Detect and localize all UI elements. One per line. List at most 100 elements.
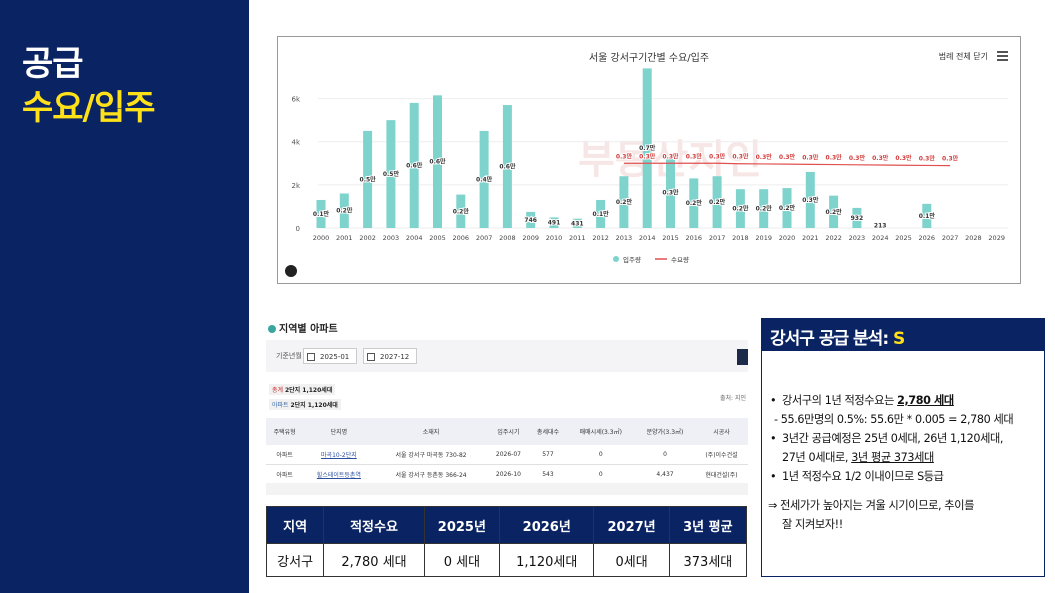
analysis-line: 1년 적정수요 1/2 이내이므로 S등급 [768,467,1040,486]
x-tick-label: 2013 [616,234,633,242]
column-header: 주택유형 [266,418,304,445]
date-to-input[interactable]: 2027-12 [363,348,417,364]
location-icon [268,325,276,333]
bar-data-label: 0.5만 [383,170,400,178]
bar [875,223,885,228]
table-header-row: 주택유형 단지명 소재지 입주시기 총세대수 매매시세(3.3㎡) 분양가(3.… [266,418,748,445]
table-cell: 현대건설(주) [694,464,748,485]
table-cell: 0 [566,445,636,465]
bar [642,68,652,228]
bar-data-label: 0.2만 [732,205,749,213]
line-data-label: 0.3만 [779,153,796,161]
summary-header: 2026년 [499,506,595,544]
bar-data-label: 0.2만 [826,208,843,216]
table-cell: 0 [566,464,636,485]
bar-data-label: 0.2만 [709,198,726,206]
bar [363,130,373,228]
x-tick-label: 2005 [429,234,446,242]
x-tick-label: 2004 [406,234,423,242]
bar [479,130,489,228]
bar [735,189,745,228]
analysis-header: 강서구 공급 분석: S [762,319,1044,351]
x-tick-label: 2006 [453,234,470,242]
analysis-line: - 55.6만명의 0.5%: 55.6만 * 0.005 = 2,780 세대 [774,413,1014,426]
horizontal-scrollbar[interactable] [266,483,748,495]
summary-header: 3년 평균 [668,506,748,544]
bar [502,105,512,228]
summary-header-row: 지역 적정수요 2025년 2026년 2027년 3년 평균 [265,506,748,544]
bar [386,120,396,228]
line-data-label: 0.3만 [686,152,703,160]
bar-data-label: 932 [851,215,864,222]
summary-cell: 373세대 [668,543,748,577]
sidebar: 공급 수요/입주 [0,0,249,593]
summary-cell: 강서구 [265,543,325,577]
date-from-input[interactable]: 2025-01 [303,348,357,364]
table-cell: 서울 강서구 마곡동 730-82 [374,445,488,465]
bar-data-label: 0.1만 [919,212,936,220]
analysis-line: 3년간 공급예정은 25년 0세대, 26년 1,120세대, [768,429,1040,448]
bar [549,217,559,228]
bar-data-label: 0.3만 [662,188,679,196]
table-cell: 아파트 [266,464,304,485]
column-header: 단지명 [303,418,375,445]
x-tick-label: 2024 [872,234,889,242]
bar-data-label: 0.7만 [639,144,656,152]
table-cell: 4,437 [635,464,695,485]
bar-data-label: 491 [548,220,561,227]
bar [852,207,862,228]
line-data-label: 0.3만 [895,154,912,162]
complex-link[interactable]: 마곡10-2단지 [303,445,375,465]
bar-data-label: 213 [874,223,887,230]
x-tick-label: 2028 [965,234,982,242]
total-tag: 총계 2단지 1,120세대 [269,384,336,395]
supply-summary-table: 지역 적정수요 2025년 2026년 2027년 3년 평균 강서구 2,78… [265,506,748,577]
hamburger-menu-icon[interactable] [997,51,1008,61]
x-tick-label: 2011 [569,234,586,242]
x-tick-label: 2002 [359,234,376,242]
bar-data-label: 0.2만 [453,207,470,215]
search-button[interactable] [737,349,748,365]
date-filter-row: 기준년월 2025-01 2027-12 [266,340,748,372]
table-cell: (주)이수건설 [694,445,748,465]
line-data-label: 0.3만 [639,152,656,160]
x-tick-label: 2007 [476,234,493,242]
x-tick-label: 2020 [779,234,796,242]
summary-cell: 0 세대 [423,543,501,577]
bar-data-label: 0.4만 [476,175,493,183]
summary-header: 적정수요 [323,506,425,544]
complex-link[interactable]: 힐스테이트등촌역 [303,464,375,485]
bar-data-label: 0.3만 [802,196,819,204]
home-icon[interactable] [285,265,297,277]
summary-header: 2027년 [593,506,670,544]
legend-toggle-button[interactable]: 범례 전체 닫기 [938,52,988,61]
x-tick-label: 2012 [592,234,609,242]
column-header: 매매시세(3.3㎡) [566,418,636,445]
analysis-box: 강서구 공급 분석: S 강서구의 1년 적정수요는 2,780 세대 - 55… [761,318,1045,577]
table-cell: 아파트 [266,445,304,465]
x-tick-label: 2023 [849,234,866,242]
supply-demand-chart: 부동산지인 서울 강서구기간별 수요/입주 범례 전체 닫기 02k4k6k20… [277,36,1021,284]
line-data-label: 0.3만 [826,154,843,162]
apartment-panel: 지역별 아파트 기준년월 2025-01 2027-12 총계 2단지 1,12… [266,318,748,498]
line-data-label: 0.3만 [756,153,773,161]
x-tick-label: 2027 [942,234,959,242]
column-header: 입주시기 [487,418,530,445]
bar-data-label: 0.6만 [429,158,446,166]
x-tick-label: 2008 [499,234,516,242]
bar [596,199,606,228]
table-cell: 2026-10 [487,464,530,485]
section-subtitle: 수요/입주 [22,88,156,128]
y-tick-label: 0 [296,225,300,233]
bar-data-label: 0.5만 [360,175,377,183]
table-cell: 577 [529,445,567,465]
filter-label: 기준년월 [276,352,302,360]
x-tick-label: 2018 [732,234,749,242]
analysis-text: 강서구의 1년 적정수요는 2,780 세대 - 55.6만명의 0.5%: 5… [768,391,1040,534]
legend-label: 수요량 [671,256,689,264]
summary-header: 2025년 [423,506,501,544]
bar [572,218,582,228]
y-tick-label: 2k [291,182,300,190]
column-header: 총세대수 [529,418,567,445]
column-header: 소재지 [374,418,488,445]
